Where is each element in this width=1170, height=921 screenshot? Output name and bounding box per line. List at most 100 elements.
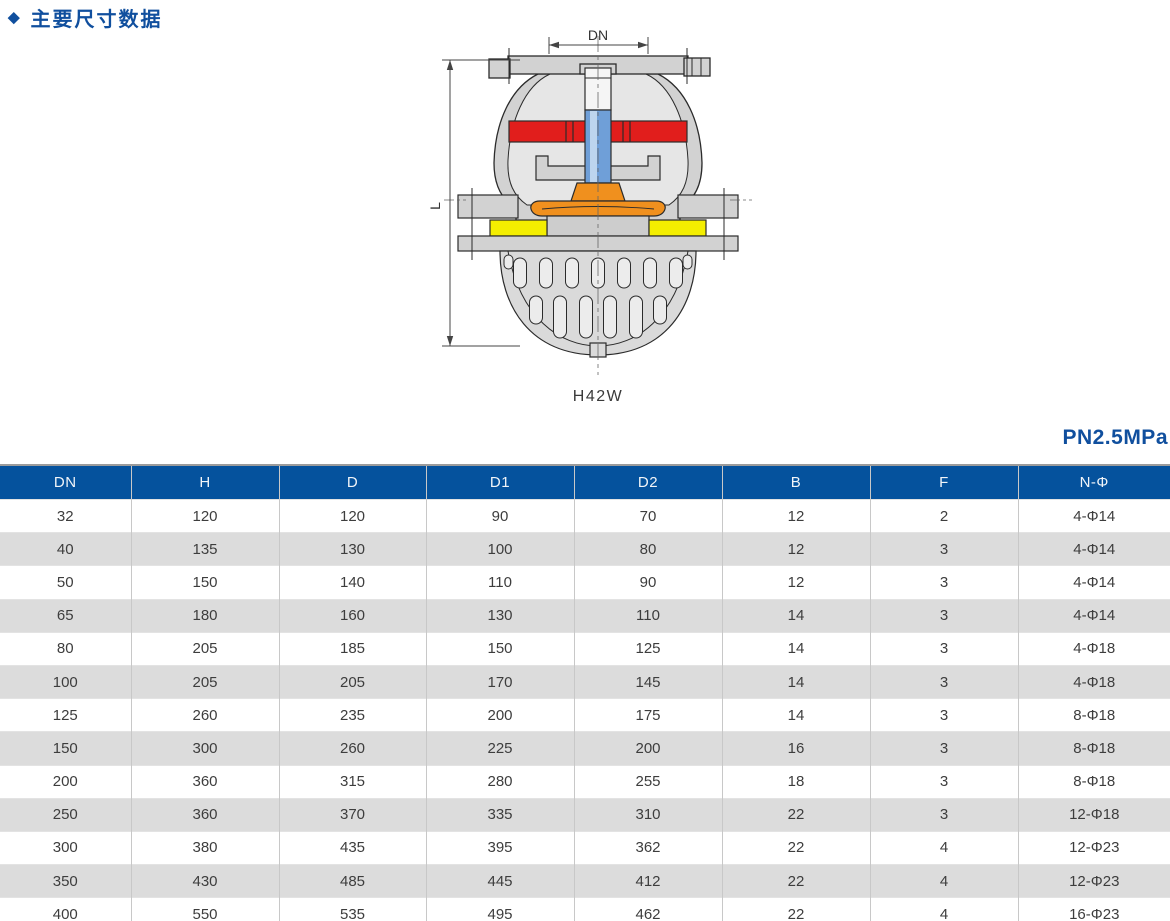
table-cell: 80 xyxy=(573,532,722,566)
column-header: H xyxy=(130,465,279,500)
table-cell: 3 xyxy=(869,565,1018,600)
table-cell: 16 xyxy=(721,731,870,765)
table-row: 125 260 235 200 175 14 3 8-Φ18 xyxy=(0,698,1170,732)
table-row: 250 360 370 335 310 22 3 12-Φ18 xyxy=(0,797,1170,832)
table-cell: 255 xyxy=(573,764,722,799)
table-cell: 4 xyxy=(869,897,1018,921)
table-row: 40 135 130 100 80 12 3 4-Φ14 xyxy=(0,532,1170,566)
table-cell: 412 xyxy=(573,864,722,898)
table-cell: 22 xyxy=(721,797,870,832)
dimension-dn: DN xyxy=(548,28,649,54)
table-cell: 32 xyxy=(0,498,131,533)
table-cell: 260 xyxy=(278,731,426,765)
table-cell: 12 xyxy=(721,498,870,533)
table-cell: 3 xyxy=(869,598,1018,633)
table-cell: 535 xyxy=(278,897,426,921)
table-cell: 4-Φ14 xyxy=(1017,498,1170,533)
table-cell: 335 xyxy=(425,797,574,832)
table-cell: 130 xyxy=(278,532,426,566)
column-header: N-Φ xyxy=(1017,465,1170,500)
table-cell: 4 xyxy=(869,830,1018,865)
table-cell: 100 xyxy=(425,532,574,566)
table-cell: 3 xyxy=(869,764,1018,799)
table-cell: 150 xyxy=(425,631,574,666)
lower-flange xyxy=(457,194,739,219)
table-cell: 12-Φ23 xyxy=(1017,830,1170,865)
table-cell: 8-Φ18 xyxy=(1017,698,1170,732)
table-cell: 90 xyxy=(573,565,722,600)
table-row: 80 205 185 150 125 14 3 4-Φ18 xyxy=(0,631,1170,666)
table-cell: 3 xyxy=(869,698,1018,732)
svg-text:DN: DN xyxy=(588,28,608,43)
table-cell: 130 xyxy=(425,598,574,633)
table-cell: 200 xyxy=(573,731,722,765)
table-cell: 370 xyxy=(278,797,426,832)
column-header: D1 xyxy=(425,465,574,500)
table-cell: 4-Φ14 xyxy=(1017,565,1170,600)
table-cell: 4-Φ18 xyxy=(1017,631,1170,666)
column-header: B xyxy=(721,465,870,500)
column-header: D2 xyxy=(573,465,722,500)
table-cell: 22 xyxy=(721,864,870,898)
table-cell: 40 xyxy=(0,532,131,566)
table-cell: 3 xyxy=(869,532,1018,566)
section-title: ◆ 主要尺寸数据 xyxy=(8,3,163,32)
table-cell: 435 xyxy=(278,830,426,865)
table-cell: 3 xyxy=(869,731,1018,765)
table-cell: 4-Φ14 xyxy=(1017,598,1170,633)
table-cell: 175 xyxy=(573,698,722,732)
table-cell: 4-Φ18 xyxy=(1017,664,1170,699)
table-cell: 170 xyxy=(425,664,574,699)
table-cell: 110 xyxy=(573,598,722,633)
table-cell: 205 xyxy=(130,664,279,699)
table-cell: 550 xyxy=(130,897,279,921)
table-cell: 4 xyxy=(869,864,1018,898)
table-cell: 120 xyxy=(278,498,426,533)
table-header-row: DN H D D1 D2 B F N-Φ xyxy=(0,465,1170,500)
column-header: F xyxy=(869,465,1018,500)
table-cell: 315 xyxy=(278,764,426,799)
table-cell: 400 xyxy=(0,897,131,921)
pressure-rating-label: PN2.5MPa xyxy=(1062,426,1168,449)
table-cell: 462 xyxy=(573,897,722,921)
table-cell: 22 xyxy=(721,830,870,865)
table-cell: 12 xyxy=(721,532,870,566)
table-row: 350 430 485 445 412 22 4 12-Φ23 xyxy=(0,864,1170,898)
diamond-bullet-icon: ◆ xyxy=(8,9,22,26)
table-cell: 16-Φ23 xyxy=(1017,897,1170,921)
table-cell: 225 xyxy=(425,731,574,765)
table-cell: 18 xyxy=(721,764,870,799)
table-row: 200 360 315 280 255 18 3 8-Φ18 xyxy=(0,764,1170,799)
table-cell: 160 xyxy=(278,598,426,633)
table-cell: 205 xyxy=(278,664,426,699)
table-cell: 310 xyxy=(573,797,722,832)
table-cell: 150 xyxy=(0,731,131,765)
table-cell: 485 xyxy=(278,864,426,898)
table-row: 400 550 535 495 462 22 4 16-Φ23 xyxy=(0,897,1170,921)
column-header: D xyxy=(278,465,426,500)
table-cell: 65 xyxy=(0,598,131,633)
dimension-l: L xyxy=(427,59,520,347)
table-cell: 120 xyxy=(130,498,279,533)
table-cell: 80 xyxy=(0,631,131,666)
table-row: 50 150 140 110 90 12 3 4-Φ14 xyxy=(0,565,1170,600)
table-cell: 12-Φ18 xyxy=(1017,797,1170,832)
table-cell: 380 xyxy=(130,830,279,865)
table-cell: 50 xyxy=(0,565,131,600)
column-header: DN xyxy=(0,465,131,500)
table-cell: 150 xyxy=(130,565,279,600)
model-label: H42W xyxy=(573,388,623,405)
table-cell: 430 xyxy=(130,864,279,898)
table-cell: 14 xyxy=(721,698,870,732)
table-cell: 135 xyxy=(130,532,279,566)
table-cell: 2 xyxy=(869,498,1018,533)
table-cell: 22 xyxy=(721,897,870,921)
table-cell: 3 xyxy=(869,664,1018,699)
table-body: 32 120 120 90 70 12 2 4-Φ14 40 135 130 100 80 12 3 4-Φ1… xyxy=(0,498,1170,921)
table-cell: 12 xyxy=(721,565,870,600)
dimensions-table: DN H D D1 D2 B F N-Φ 32 120 120 90 70 12 2 4-Φ14 40 135 1… xyxy=(0,464,1170,921)
table-cell: 125 xyxy=(0,698,131,732)
table-cell: 280 xyxy=(425,764,574,799)
table-cell: 3 xyxy=(869,631,1018,666)
